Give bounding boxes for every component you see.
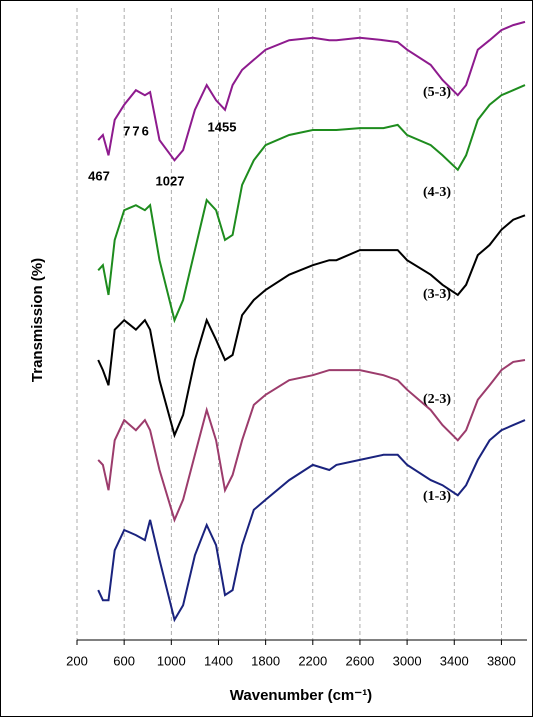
annotation: 1027 <box>156 173 185 188</box>
spectrum-line <box>97 359 526 523</box>
x-axis-label: Wavenumber (cm⁻¹) <box>230 687 372 704</box>
annotation: 776 <box>123 123 151 138</box>
series-label: (5-3) <box>423 85 451 100</box>
x-tick-label: 1400 <box>204 653 233 668</box>
x-tick-label: 2600 <box>345 653 374 668</box>
x-tick-label: 2200 <box>298 653 327 668</box>
series-label: (4-3) <box>423 185 451 200</box>
spectrum-line <box>97 84 526 324</box>
x-tick-label: 600 <box>113 653 135 668</box>
series-label: (1-3) <box>423 489 451 504</box>
y-axis-label: Transmission (%) <box>29 258 46 382</box>
x-tick-label: 3000 <box>393 653 422 668</box>
annotation: 1455 <box>208 119 237 134</box>
x-tick-label: 200 <box>66 653 88 668</box>
series-label: (2-3) <box>423 392 451 407</box>
x-tick-label: 3400 <box>440 653 469 668</box>
spectrum-line <box>97 419 526 623</box>
annotation: 467 <box>88 168 110 183</box>
series-label: (3-3) <box>423 287 451 302</box>
x-tick-label: 1800 <box>251 653 280 668</box>
x-tick-label: 1000 <box>157 653 186 668</box>
spectrum-line <box>97 20 526 162</box>
x-tick-label: 3800 <box>487 653 516 668</box>
spectrum-line <box>97 214 526 439</box>
